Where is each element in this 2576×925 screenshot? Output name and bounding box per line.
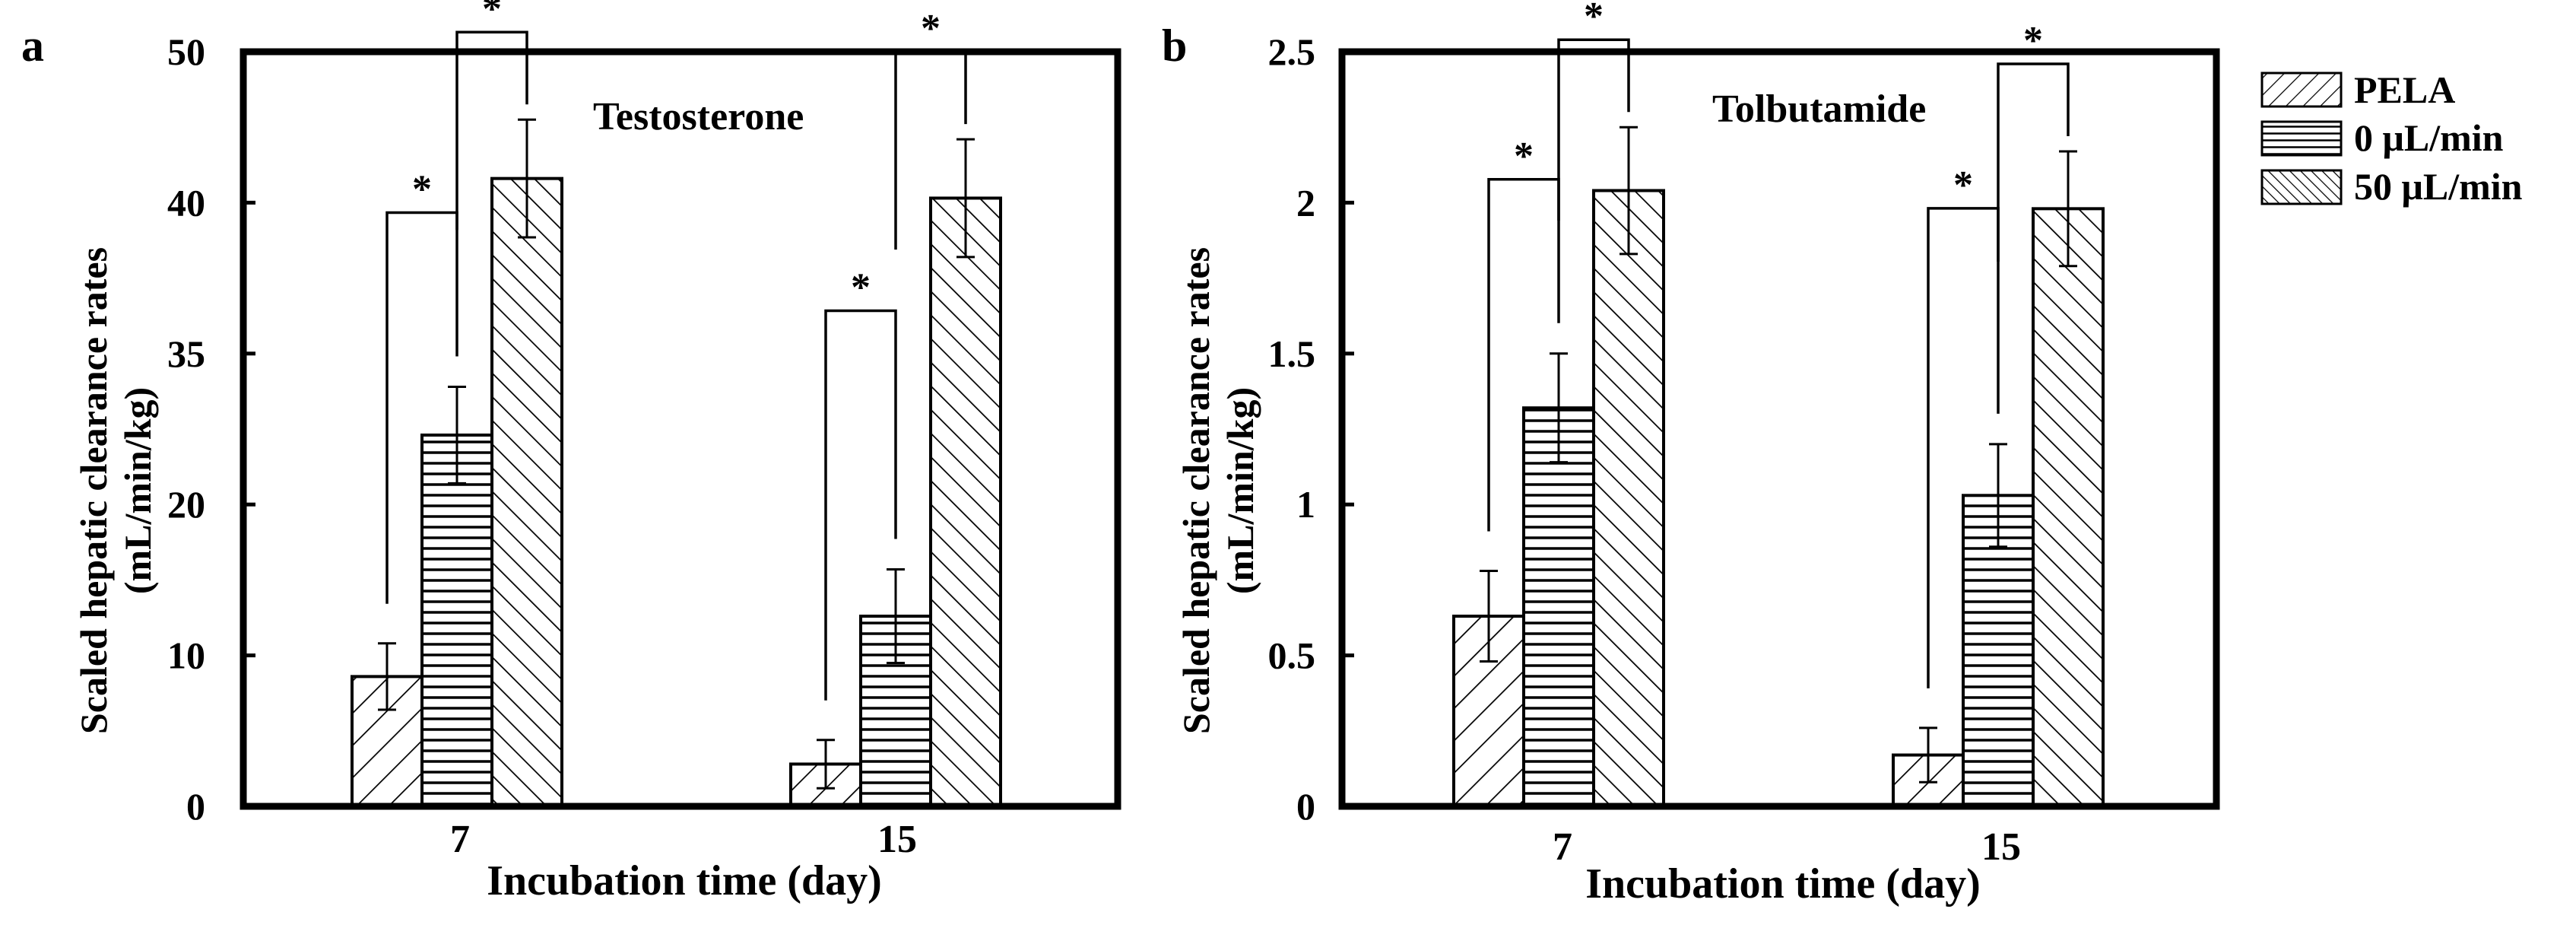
panel-a-title: Testosterone [593,95,804,138]
panel-a-sig-star-1: * [482,0,502,30]
panel-a-ytick-label-2: 20 [167,483,205,526]
panel-a-sig-star-3: * [921,7,941,50]
panel-a-ytick-label-3: 35 [167,332,205,375]
panel-a-bar-0ul-day7 [420,433,493,808]
panel-a-y-ticks: 0 10 20 35 40 50 [167,30,255,828]
panel-b-chart: b Scaled hepatic clearance rates (mL/min… [1162,0,2220,908]
panel-b-ytick-label-5: 2.5 [1268,30,1316,73]
panel-b-errorbar-0ul-day7 [1550,352,1568,464]
panel-a-sig-star-0: * [412,167,432,211]
panel-a-bar-50ul-day15 [929,196,1002,808]
panel-b-ytick-label-3: 1.5 [1268,332,1316,375]
panel-a-errorbar-pela-day15 [817,739,835,790]
panel-b-bar-50ul-day15 [2032,207,2105,808]
panel-a-errorbar-50ul-day7 [518,118,536,239]
legend-swatch-pela [2260,72,2343,108]
panel-b-sig-star-0: * [1514,135,1534,178]
panel-a-label: a [21,21,44,71]
panel-b-xtick-0: 7 [1553,825,1572,869]
panel-b-sig-star-2: * [1953,164,1973,207]
legend: PELA 0 μL/min 50 μL/min [2260,68,2523,208]
panel-a-sig-bracket-0 [385,211,458,604]
panel-a-errorbar-50ul-day15 [956,138,975,259]
panel-a-errorbar-0ul-day15 [887,568,905,665]
panel-a-xtick-0: 7 [450,818,470,861]
panel-b-error-bars [1480,126,2077,784]
legend-swatch-50ul [2260,169,2343,205]
panel-b-errorbar-pela-day15 [1919,726,1937,784]
panel-a-ytick-label-4: 40 [167,181,205,224]
panel-b-errorbar-50ul-day15 [2059,150,2077,268]
panel-a-errorbar-pela-day7 [378,642,396,711]
panel-a-ytick-label-5: 50 [167,30,205,73]
panel-a-xlabel: Incubation time (day) [487,857,882,904]
legend-label-pela: PELA [2354,68,2455,111]
legend-swatch-0ul [2260,120,2343,157]
panel-a-significance: * * * * [385,0,967,701]
panel-b-ytick-label-4: 2 [1296,181,1315,224]
panel-b-title: Tolbutamide [1712,87,1926,131]
panel-b-bars [1452,189,2105,809]
panel-b-y-ticks: 0 0.5 1 1.5 2 2.5 [1268,30,1354,828]
panel-b-ytick-label-0: 0 [1296,785,1315,828]
panel-b-errorbar-0ul-day15 [1989,443,2007,548]
panel-b-xlabel: Incubation time (day) [1585,860,1981,908]
panel-a-xtick-1: 15 [877,818,917,861]
panel-b-sig-bracket-1 [1557,38,1630,221]
panel-b-bar-50ul-day7 [1592,189,1665,808]
legend-label-50ul: 50 μL/min [2354,165,2523,208]
panel-a-errorbar-0ul-day7 [448,385,466,485]
panel-a-ylabel-line2: (mL/min/kg) [116,387,159,594]
panel-a-sig-bracket-1 [455,30,528,230]
panel-b-label: b [1162,21,1187,71]
panel-a-error-bars [378,118,975,790]
panel-b-plot-frame [1338,48,2220,810]
panel-a-chart: a Scaled hepatic clearance rates (mL/min… [21,0,1121,904]
panel-a-bar-50ul-day7 [490,176,563,808]
panel-b-sig-star-1: * [1584,0,1604,38]
panel-a-ytick-label-0: 0 [186,785,205,828]
panel-b-sig-bracket-0 [1487,178,1560,532]
panel-b-sig-bracket-3 [1997,62,2070,262]
panel-b-ylabel-line2: (mL/min/kg) [1219,387,1261,594]
panel-b-bar-0ul-day7 [1522,406,1595,808]
panel-b-ytick-label-1: 0.5 [1268,634,1316,677]
panel-b-errorbar-pela-day7 [1480,569,1498,663]
panel-a-bars [351,176,1002,808]
panel-b-xtick-1: 15 [1981,825,2021,869]
panel-b-ylabel-line1: Scaled hepatic clearance rates [1175,247,1217,734]
panel-a-ytick-label-1: 10 [167,634,205,677]
panel-b-sig-star-3: * [2023,19,2043,62]
panel-a-ylabel-line1: Scaled hepatic clearance rates [72,247,115,734]
panel-b-sig-bracket-2 [1927,207,2000,688]
panel-a-plot-frame [240,48,1121,810]
legend-label-0ul: 0 μL/min [2354,116,2504,159]
panel-a-sig-bracket-2 [824,309,897,701]
panel-b-ytick-label-2: 1 [1296,483,1315,526]
panel-b-errorbar-50ul-day7 [1620,126,1638,256]
panel-a-sig-star-2: * [851,266,871,310]
